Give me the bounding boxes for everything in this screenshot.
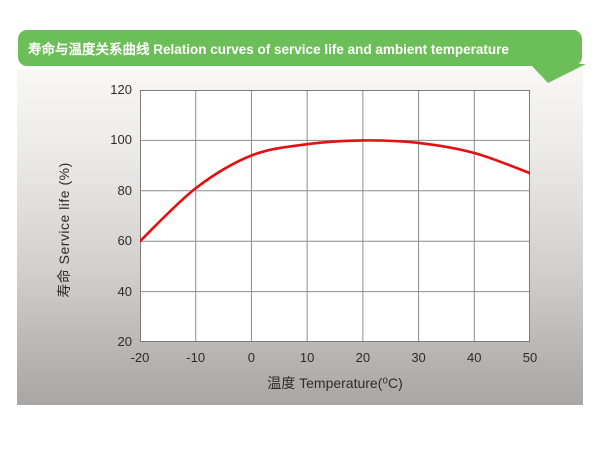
banner-tail-icon [530,64,586,83]
chart-canvas [140,90,530,342]
y-tick-label: 120 [110,82,132,97]
chart-panel: 20 40 60 80 100 120 -20 -10 0 10 20 30 40 50 温度 Tempe… [17,70,583,405]
title-banner: 寿命与温度关系曲线 Relation curves of service lif… [18,30,582,66]
y-tick-label: 100 [110,132,132,148]
y-tick-label: 80 [117,182,132,198]
x-tick-label: 10 [299,350,315,365]
x-tick-label: 20 [355,350,371,365]
x-tick-label: 0 [247,350,256,365]
y-tick-label: 40 [117,283,132,299]
y-tick-label: 20 [117,334,132,349]
plot-area [140,90,530,342]
x-tick-label: 40 [467,350,482,365]
x-axis-label: 温度 Temperature(⁰C) [267,375,403,391]
y-axis-label: 寿命 Service life (%) [56,162,72,298]
y-tick-label: 60 [117,233,132,249]
x-tick-label: 30 [411,350,426,365]
x-tick-label: -20 [130,350,150,365]
x-tick-label: 50 [522,350,538,365]
chart-title: 寿命与温度关系曲线 Relation curves of service lif… [28,42,509,57]
x-tick-label: -10 [186,350,206,365]
